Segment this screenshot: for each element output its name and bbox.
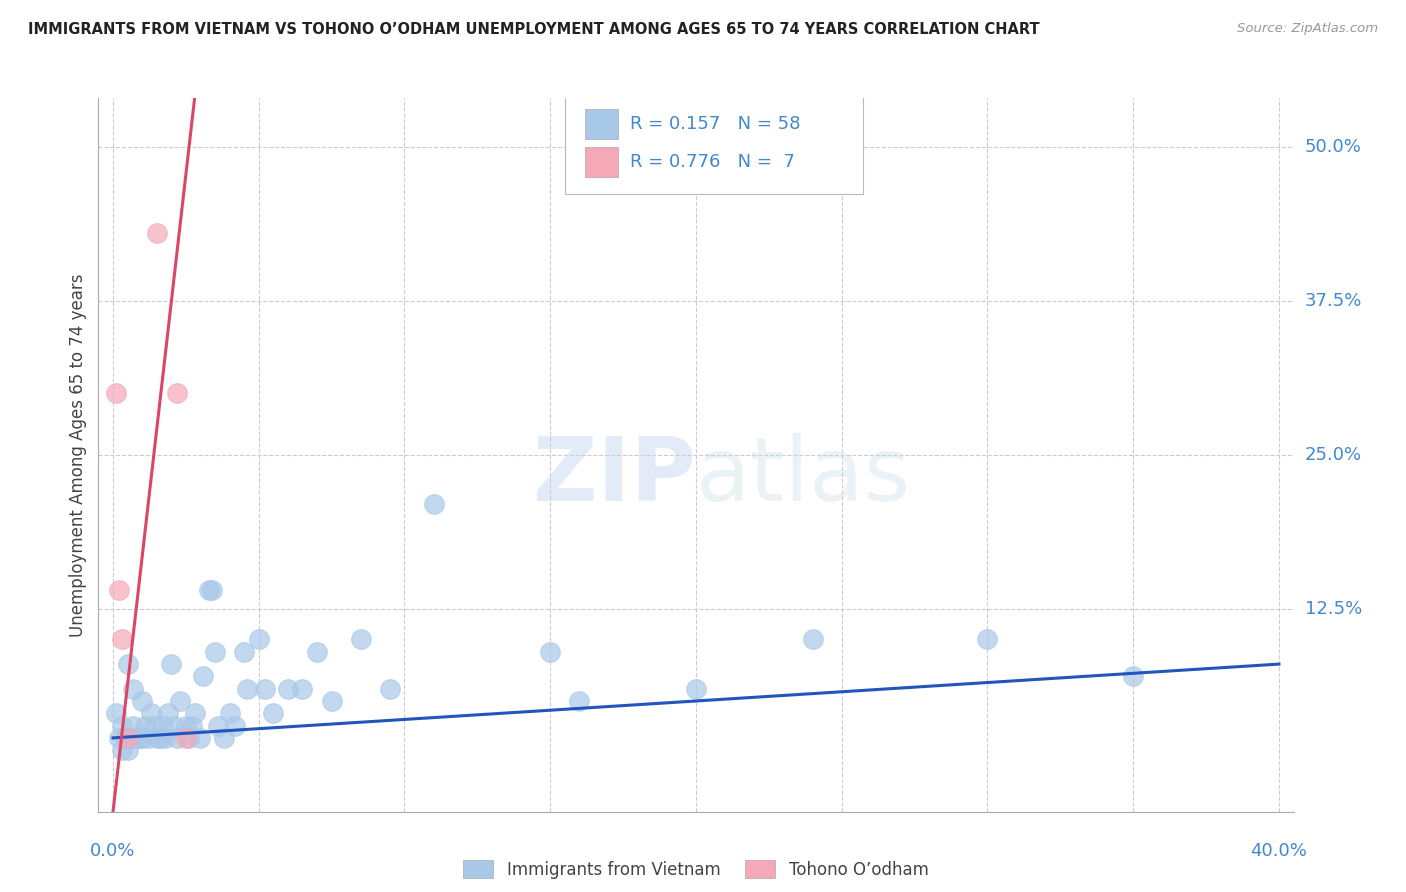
Point bbox=[180, 718, 202, 732]
Point bbox=[174, 731, 197, 745]
Point bbox=[134, 718, 156, 732]
Point bbox=[262, 706, 284, 721]
Point bbox=[120, 731, 142, 745]
Point bbox=[111, 718, 134, 732]
Point bbox=[321, 694, 343, 708]
Point bbox=[685, 681, 707, 696]
Point bbox=[111, 632, 134, 647]
Point bbox=[976, 632, 998, 647]
Point bbox=[111, 743, 134, 757]
Point bbox=[291, 681, 314, 696]
Point bbox=[538, 645, 561, 659]
Point bbox=[422, 497, 444, 511]
Bar bbox=[585, 109, 619, 139]
Point bbox=[139, 706, 162, 721]
Text: 25.0%: 25.0% bbox=[1305, 446, 1362, 464]
Point bbox=[177, 731, 200, 745]
Point bbox=[198, 583, 221, 598]
Point bbox=[568, 694, 591, 708]
Text: 12.5%: 12.5% bbox=[1305, 599, 1362, 618]
Point bbox=[166, 731, 188, 745]
Text: atlas: atlas bbox=[696, 433, 911, 520]
Point bbox=[152, 718, 174, 732]
Point bbox=[136, 731, 159, 745]
Point bbox=[204, 645, 226, 659]
Point bbox=[236, 681, 259, 696]
Point bbox=[122, 718, 145, 732]
Point bbox=[131, 694, 153, 708]
Text: R = 0.157   N = 58: R = 0.157 N = 58 bbox=[630, 115, 801, 133]
Point bbox=[160, 657, 183, 671]
Point bbox=[183, 706, 205, 721]
Point bbox=[350, 632, 373, 647]
Point bbox=[212, 731, 235, 745]
Point bbox=[169, 694, 191, 708]
Point bbox=[166, 386, 188, 401]
Point bbox=[207, 718, 229, 732]
Point bbox=[193, 669, 215, 683]
Point bbox=[378, 681, 401, 696]
Point bbox=[104, 706, 127, 721]
Point bbox=[108, 731, 131, 745]
Text: 40.0%: 40.0% bbox=[1250, 842, 1308, 860]
Point bbox=[801, 632, 824, 647]
Point bbox=[157, 706, 180, 721]
Point bbox=[218, 706, 240, 721]
Point bbox=[122, 681, 145, 696]
Point bbox=[114, 731, 136, 745]
Point bbox=[142, 718, 165, 732]
Text: 37.5%: 37.5% bbox=[1305, 292, 1362, 310]
Text: Source: ZipAtlas.com: Source: ZipAtlas.com bbox=[1237, 22, 1378, 36]
Point bbox=[224, 718, 246, 732]
Point bbox=[174, 718, 197, 732]
Point bbox=[163, 718, 186, 732]
Point bbox=[108, 583, 131, 598]
Point bbox=[117, 657, 139, 671]
Text: 0.0%: 0.0% bbox=[90, 842, 136, 860]
Point bbox=[201, 583, 224, 598]
Point bbox=[145, 731, 167, 745]
FancyBboxPatch shape bbox=[565, 95, 863, 194]
Point bbox=[190, 731, 212, 745]
Point bbox=[104, 386, 127, 401]
Point bbox=[117, 743, 139, 757]
Bar bbox=[585, 146, 619, 177]
Point bbox=[131, 731, 153, 745]
Point bbox=[155, 731, 177, 745]
Point bbox=[247, 632, 270, 647]
Point bbox=[125, 731, 148, 745]
Point bbox=[1122, 669, 1144, 683]
Point bbox=[128, 731, 150, 745]
Text: ZIP: ZIP bbox=[533, 433, 696, 520]
Point bbox=[305, 645, 328, 659]
Legend: Immigrants from Vietnam, Tohono O’odham: Immigrants from Vietnam, Tohono O’odham bbox=[457, 854, 935, 886]
Y-axis label: Unemployment Among Ages 65 to 74 years: Unemployment Among Ages 65 to 74 years bbox=[69, 273, 87, 637]
Point bbox=[277, 681, 299, 696]
Text: IMMIGRANTS FROM VIETNAM VS TOHONO O’ODHAM UNEMPLOYMENT AMONG AGES 65 TO 74 YEARS: IMMIGRANTS FROM VIETNAM VS TOHONO O’ODHA… bbox=[28, 22, 1040, 37]
Point bbox=[117, 731, 139, 745]
Point bbox=[233, 645, 256, 659]
Point bbox=[145, 227, 167, 241]
Text: R = 0.776   N =  7: R = 0.776 N = 7 bbox=[630, 153, 796, 170]
Point bbox=[253, 681, 276, 696]
Text: 50.0%: 50.0% bbox=[1305, 138, 1361, 156]
Point bbox=[149, 731, 172, 745]
